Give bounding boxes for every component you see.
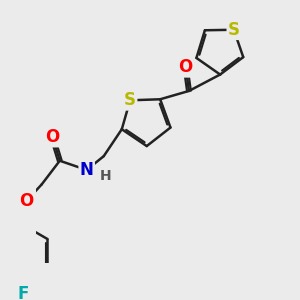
Text: N: N bbox=[80, 161, 94, 179]
Text: O: O bbox=[19, 192, 33, 210]
Text: F: F bbox=[18, 285, 29, 300]
Text: H: H bbox=[100, 169, 112, 183]
Text: O: O bbox=[45, 128, 60, 146]
Text: S: S bbox=[228, 21, 240, 39]
Text: S: S bbox=[124, 91, 136, 109]
Text: O: O bbox=[178, 58, 193, 76]
